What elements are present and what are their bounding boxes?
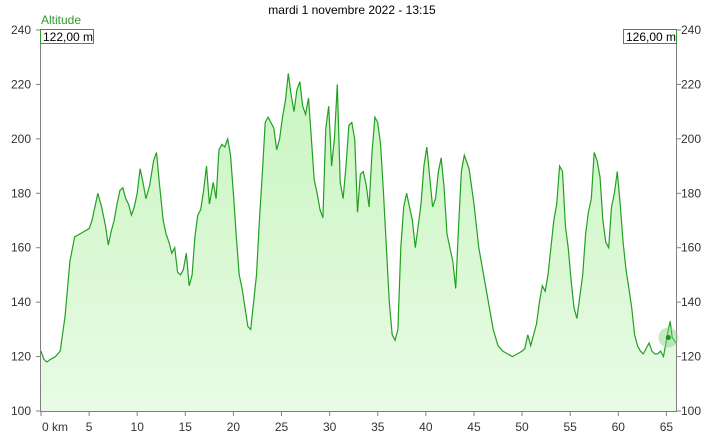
y-tick-label-left: 100 [11, 404, 31, 418]
x-tick-label: 5 [86, 420, 93, 434]
x-tick-label: 55 [563, 420, 577, 434]
x-tick-label: 20 [227, 420, 241, 434]
x-tick-label: 50 [515, 420, 529, 434]
cursor-dot [665, 335, 671, 341]
x-tick-label: 60 [612, 420, 626, 434]
y-tick-label-left: 240 [11, 23, 31, 37]
x-tick-label: 65 [660, 420, 674, 434]
x-tick-label: 40 [419, 420, 433, 434]
y-tick-label-right: 100 [681, 404, 701, 418]
y-tick-label-left: 200 [11, 132, 31, 146]
left-value-badge: 122,00 m [40, 29, 94, 44]
y-tick-label-right: 240 [681, 23, 701, 37]
x-tick-label: 15 [179, 420, 193, 434]
position-cursor[interactable] [658, 327, 679, 348]
left-badge-label: 122,00 m [43, 30, 93, 44]
x-tick-label: 0 km [42, 420, 68, 434]
chart-title: mardi 1 novembre 2022 - 13:15 [268, 3, 436, 17]
y-ticks-left: 100 120 140 160 180 200 220 240 [11, 23, 41, 418]
y-tick-label-left: 160 [11, 241, 31, 255]
right-value-badge: 126,00 m [623, 29, 677, 44]
y-tick-label-right: 220 [681, 77, 701, 91]
y-tick-label-left: 180 [11, 186, 31, 200]
y-tick-label-right: 200 [681, 132, 701, 146]
x-tick-label: 45 [467, 420, 481, 434]
x-tick-label: 10 [131, 420, 145, 434]
y-tick-label-right: 180 [681, 186, 701, 200]
y-tick-label-right: 140 [681, 295, 701, 309]
x-tick-label: 30 [323, 420, 337, 434]
y-tick-label-left: 120 [11, 350, 31, 364]
y-tick-label-right: 160 [681, 241, 701, 255]
y-axis-title: Altitude [41, 13, 81, 27]
right-badge-label: 126,00 m [626, 30, 676, 44]
x-ticks: 0 km 5 10 15 20 25 30 35 40 45 50 55 60 65 [40, 411, 674, 434]
x-tick-label: 35 [371, 420, 385, 434]
y-tick-label-left: 140 [11, 295, 31, 309]
y-tick-label-right: 120 [681, 350, 701, 364]
y-tick-label-left: 220 [11, 77, 31, 91]
elevation-area [41, 73, 676, 411]
y-ticks-right: 100 120 140 160 180 200 220 240 [676, 23, 701, 418]
x-tick-label: 25 [275, 420, 289, 434]
plot-area [40, 73, 677, 411]
elevation-line [40, 73, 677, 363]
